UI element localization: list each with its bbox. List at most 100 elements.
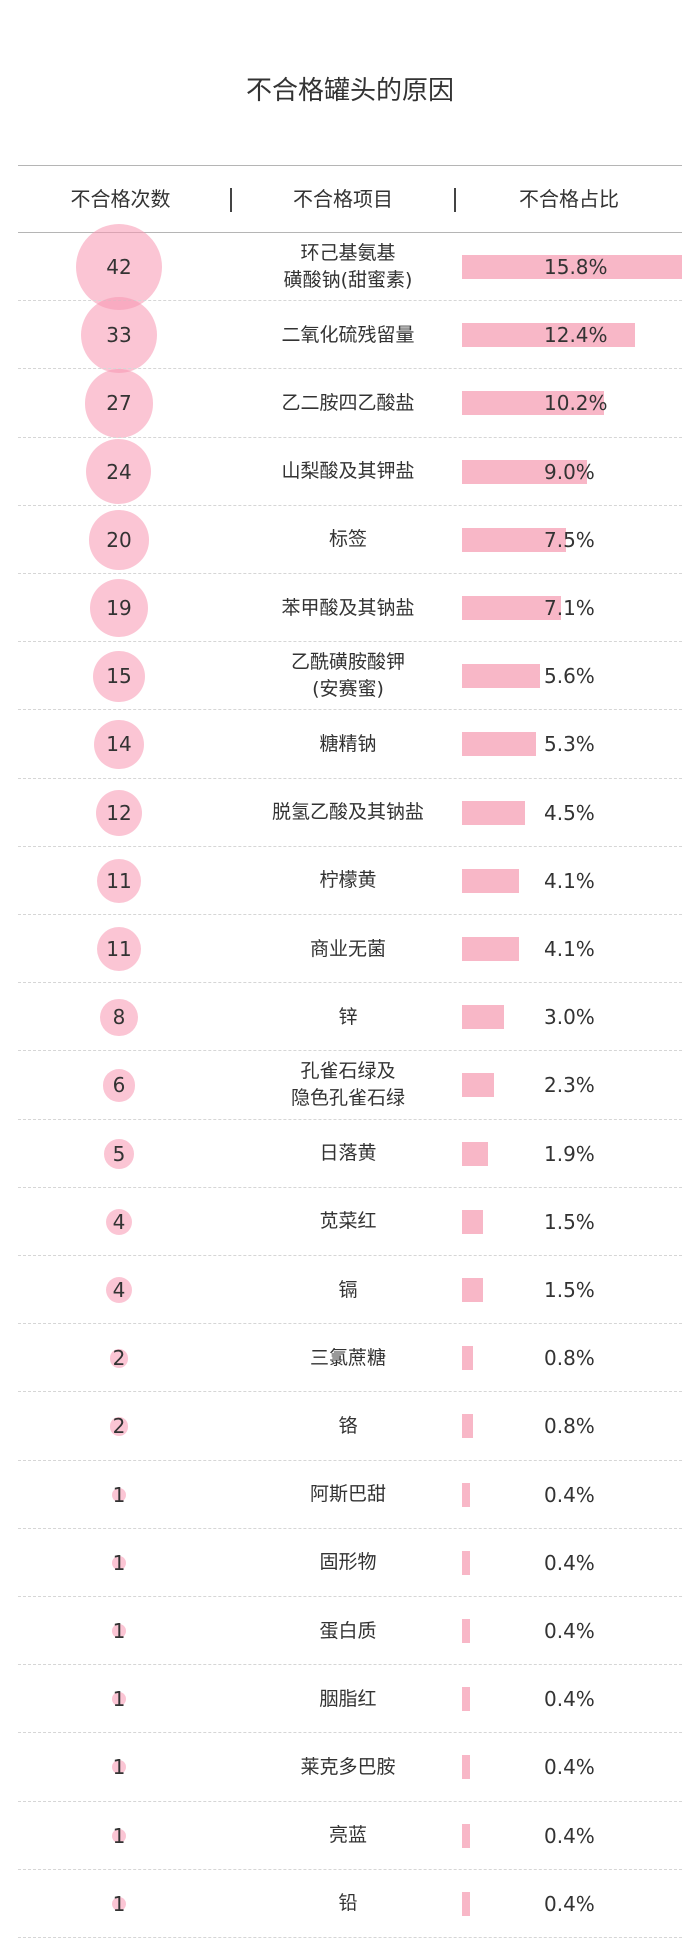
table-row: 4 苋菜红 1.5% xyxy=(18,1188,682,1256)
table-row: 20 标签 7.5% xyxy=(18,506,682,574)
count-label: 42 xyxy=(106,255,132,280)
count-label: 2 xyxy=(112,1414,126,1439)
count-bubble xyxy=(104,1138,134,1169)
count-bubble xyxy=(94,719,144,770)
table-row: 11 商业无菌 4.1% xyxy=(18,915,682,984)
share-bar xyxy=(462,1278,483,1303)
share-label: 10.2% xyxy=(544,391,608,416)
row-separator xyxy=(18,1664,682,1666)
share-label: 5.3% xyxy=(544,732,595,757)
item-label-line: 二氧化硫残留量 xyxy=(281,323,415,346)
share-label: 3.0% xyxy=(544,1005,595,1030)
table-row: 1 铅 0.4% xyxy=(18,1870,682,1938)
item-label-line: 三氯蔗糖 xyxy=(309,1346,386,1369)
count-bubble xyxy=(96,789,142,836)
share-bar xyxy=(462,459,588,484)
count-bubble xyxy=(102,1069,136,1102)
count-label: 11 xyxy=(106,937,132,962)
item-label: 苯甲酸及其钠盐 xyxy=(243,595,453,622)
item-label: 阿斯巴甜 xyxy=(243,1481,453,1508)
count-label: 1 xyxy=(112,1687,126,1712)
count-label: 4 xyxy=(112,1278,126,1303)
item-label: 三氯蔗糖 xyxy=(243,1345,453,1372)
row-separator xyxy=(18,368,682,370)
share-label: 9.0% xyxy=(544,459,595,484)
share-label: 0.4% xyxy=(544,1482,595,1507)
table-row: 27 乙二胺四乙酸盐 10.2% xyxy=(18,369,682,438)
count-bubble xyxy=(112,1896,126,1911)
item-label-line: 磺酸钠(甜蜜素) xyxy=(283,269,413,292)
count-bubble xyxy=(89,510,149,570)
table-row: 1 莱克多巴胺 0.4% xyxy=(18,1733,682,1802)
share-bar xyxy=(462,596,561,621)
share-label: 15.8% xyxy=(544,255,608,280)
share-bar xyxy=(462,937,520,962)
share-label: 7.1% xyxy=(544,596,595,621)
item-label: 孔雀石绿及隐色孔雀石绿 xyxy=(243,1058,453,1112)
count-label: 1 xyxy=(112,1891,126,1916)
table-row: 1 固形物 0.4% xyxy=(18,1529,682,1597)
table-row: 15 乙酰磺胺酸钾 (安赛蜜) 5.6% xyxy=(18,642,682,711)
item-label: 锌 xyxy=(243,1004,453,1031)
count-label: 1 xyxy=(112,1550,126,1575)
row-separator xyxy=(18,1595,682,1597)
column-separator xyxy=(230,188,232,212)
count-bubble xyxy=(86,439,152,505)
item-label-line: 苯甲酸及其钠盐 xyxy=(281,596,415,619)
row-separator xyxy=(18,1118,682,1120)
share-bar xyxy=(462,1687,470,1712)
share-bar xyxy=(462,1755,470,1780)
table-row: 12 脱氢乙酸及其钠盐 4.5% xyxy=(18,779,682,847)
item-label-line: 环己基氨基 xyxy=(300,242,396,265)
item-label: 莱克多巴胺 xyxy=(243,1754,453,1781)
item-label-line: 日落黄 xyxy=(319,1142,377,1165)
item-label-line: 柠檬黄 xyxy=(319,869,377,892)
row-separator xyxy=(18,1732,682,1734)
item-label-line: 莱克多巴胺 xyxy=(300,1755,396,1778)
share-label: 0.4% xyxy=(544,1619,595,1644)
table-header: 不合格次数 不合格项目 不合格占比 xyxy=(0,166,700,232)
row-separator xyxy=(18,709,682,711)
count-bubble xyxy=(96,927,141,972)
row-separator xyxy=(18,1868,682,1870)
top-rule xyxy=(18,165,682,166)
count-bubble xyxy=(109,1417,129,1436)
share-label: 12.4% xyxy=(544,323,608,348)
count-bubble xyxy=(84,369,154,438)
item-label: 柠檬黄 xyxy=(243,867,453,894)
row-separator xyxy=(18,982,682,984)
count-bubble xyxy=(93,650,145,702)
share-label: 0.4% xyxy=(544,1550,595,1575)
count-bubble xyxy=(109,1348,129,1368)
item-label-line: 隐色孔雀石绿 xyxy=(290,1087,405,1110)
count-label: 2 xyxy=(112,1346,126,1371)
table-row: 2 铬 0.8% xyxy=(18,1392,682,1461)
row-separator xyxy=(18,1936,682,1938)
count-label: 20 xyxy=(106,527,132,552)
share-label: 0.4% xyxy=(544,1687,595,1712)
count-bubble xyxy=(96,858,141,903)
count-bubble xyxy=(80,297,158,374)
share-bar xyxy=(462,1823,470,1848)
count-label: 1 xyxy=(112,1619,126,1644)
item-label-line: 镉 xyxy=(338,1278,358,1301)
item-label-line: 糖精钠 xyxy=(319,732,377,755)
count-label: 1 xyxy=(112,1482,126,1507)
share-label: 5.6% xyxy=(544,664,595,689)
count-label: 1 xyxy=(112,1755,126,1780)
item-label-line: 亮蓝 xyxy=(328,1824,367,1847)
share-bar xyxy=(462,255,682,280)
row-separator xyxy=(18,436,682,438)
item-label-line: 乙酰磺胺酸钾 xyxy=(290,651,405,674)
row-separator xyxy=(18,1459,682,1461)
table-row: 33 二氧化硫残留量 12.4% xyxy=(18,297,682,374)
table-row: 24 山梨酸及其钾盐 9.0% xyxy=(18,438,682,506)
column-separator xyxy=(454,188,456,212)
table-row: 6 孔雀石绿及 隐色孔雀石绿 2.3% xyxy=(18,1051,682,1120)
share-label: 1.5% xyxy=(544,1209,595,1234)
item-label-line: (安赛蜜) xyxy=(312,678,384,701)
count-bubble xyxy=(112,1624,126,1639)
item-label-line: 孔雀石绿及 xyxy=(300,1060,396,1083)
count-label: 24 xyxy=(106,459,132,484)
